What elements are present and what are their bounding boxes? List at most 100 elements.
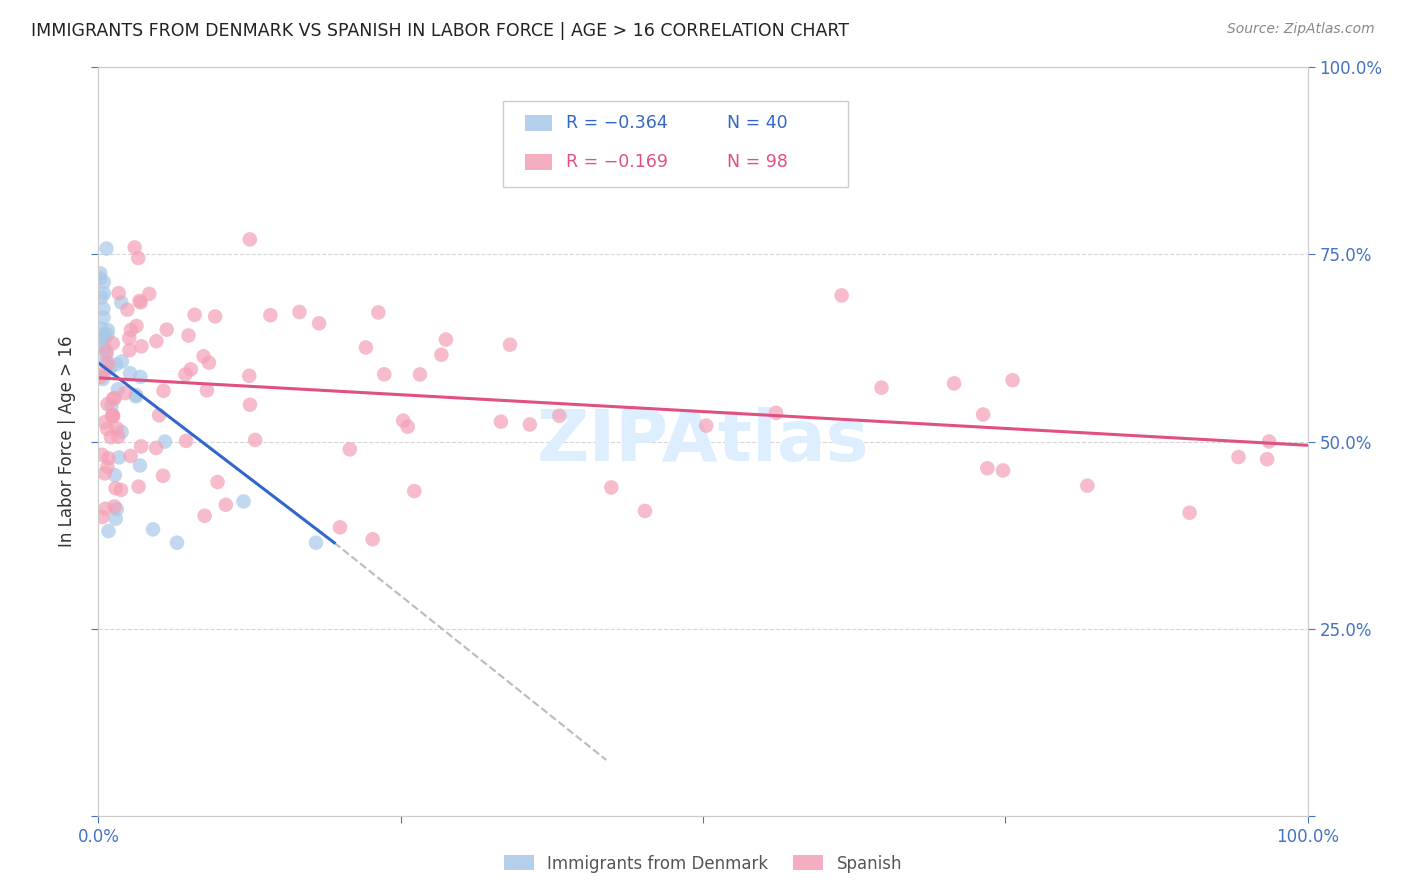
Point: [1178, 506, 1201, 520]
Point: [1256, 452, 1278, 467]
FancyBboxPatch shape: [503, 101, 848, 186]
Point: [100, 399, 122, 413]
Point: [104, 468, 127, 483]
Point: [239, 398, 262, 412]
Point: [499, 337, 522, 351]
Point: [634, 504, 657, 518]
Point: [94, 365, 117, 379]
Point: [870, 381, 893, 395]
Point: [100, 430, 122, 444]
Point: [695, 418, 717, 433]
Point: [193, 349, 215, 363]
Text: Source: ZipAtlas.com: Source: ZipAtlas.com: [1227, 22, 1375, 37]
Point: [96, 397, 118, 411]
Point: [104, 481, 127, 495]
Text: R = −0.364: R = −0.364: [567, 114, 668, 132]
Point: [101, 409, 124, 423]
Point: [89, 266, 111, 280]
Point: [129, 370, 152, 384]
Point: [243, 433, 266, 447]
Point: [831, 288, 853, 302]
Point: [94, 415, 117, 429]
Point: [600, 480, 623, 494]
Point: [91, 372, 114, 386]
Point: [105, 358, 128, 372]
Point: [117, 302, 139, 317]
Bar: [526, 153, 553, 170]
Point: [93, 286, 115, 301]
Point: [110, 483, 132, 497]
Point: [156, 323, 179, 337]
Point: [101, 392, 124, 406]
Point: [991, 463, 1014, 477]
Point: [976, 461, 998, 475]
Point: [101, 409, 124, 423]
Point: [93, 310, 115, 325]
Point: [94, 501, 117, 516]
Point: [96, 459, 118, 474]
Text: N = 40: N = 40: [727, 114, 787, 132]
Point: [174, 434, 197, 448]
Legend: Immigrants from Denmark, Spanish: Immigrants from Denmark, Spanish: [498, 848, 908, 880]
Point: [114, 386, 136, 401]
Point: [519, 417, 541, 432]
Point: [180, 362, 202, 376]
Point: [111, 354, 134, 368]
Point: [548, 409, 571, 423]
Point: [120, 323, 142, 337]
Point: [215, 498, 238, 512]
Point: [89, 338, 111, 352]
Point: [489, 415, 512, 429]
Point: [93, 341, 115, 355]
Point: [118, 343, 141, 358]
Point: [152, 468, 174, 483]
Point: [166, 535, 188, 549]
Text: N = 98: N = 98: [727, 153, 787, 171]
Point: [107, 383, 129, 397]
Point: [361, 533, 384, 547]
Y-axis label: In Labor Force | Age > 16: In Labor Force | Age > 16: [58, 335, 76, 548]
Point: [177, 328, 200, 343]
Point: [124, 240, 146, 254]
Point: [239, 232, 262, 246]
Point: [183, 308, 205, 322]
Point: [101, 336, 124, 351]
Point: [198, 356, 221, 370]
Point: [125, 389, 148, 403]
Point: [89, 271, 111, 285]
Point: [108, 450, 131, 465]
Point: [1001, 373, 1024, 387]
Point: [110, 295, 132, 310]
Point: [107, 430, 129, 444]
Point: [943, 376, 966, 391]
Point: [90, 291, 112, 305]
Point: [308, 316, 330, 330]
Point: [367, 305, 389, 319]
Point: [127, 251, 149, 265]
Point: [105, 421, 128, 435]
Point: [765, 406, 787, 420]
Bar: [526, 115, 553, 131]
Point: [1227, 450, 1250, 464]
Point: [101, 409, 124, 424]
Point: [972, 408, 994, 422]
Point: [107, 286, 129, 301]
Point: [97, 323, 120, 337]
Point: [305, 535, 328, 549]
Point: [1076, 479, 1098, 493]
Point: [288, 305, 311, 319]
Point: [129, 439, 152, 453]
Point: [138, 286, 160, 301]
Text: R = −0.169: R = −0.169: [567, 153, 668, 171]
Point: [96, 344, 118, 359]
Text: ZIPAtlas: ZIPAtlas: [537, 407, 869, 476]
Point: [238, 368, 260, 383]
Point: [93, 275, 115, 289]
Point: [152, 384, 174, 398]
Point: [89, 370, 111, 384]
Point: [404, 484, 426, 499]
Point: [145, 441, 167, 455]
Point: [129, 458, 152, 473]
Point: [145, 334, 167, 348]
Point: [207, 475, 229, 489]
